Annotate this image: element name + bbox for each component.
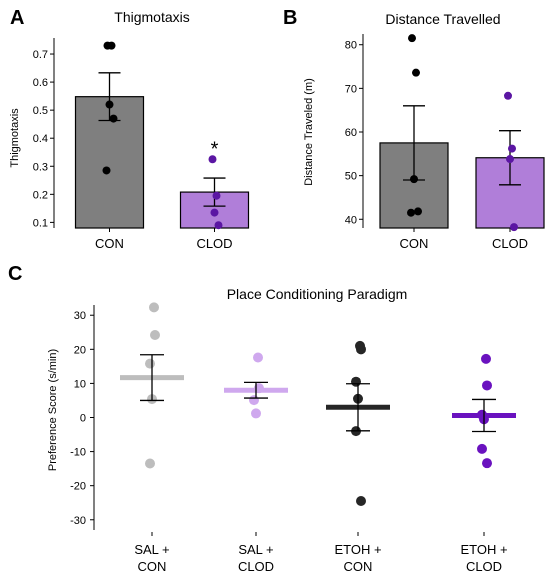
- panel-b-y-tick-label: 60: [345, 127, 357, 139]
- panel-b-data-point: [510, 223, 518, 232]
- panel-c-category-label-line2: CON: [344, 559, 373, 574]
- panel-c-category-label-line2: CLOD: [466, 559, 502, 574]
- panel-c-y-tick-label: 0: [80, 413, 86, 425]
- panel-c-data-point: [356, 496, 366, 507]
- panel-c-data-point: [477, 443, 487, 454]
- panel-b-y-tick-label: 40: [345, 214, 357, 226]
- panel-b-data-point: [408, 34, 416, 43]
- panel-a-y-tick-label: 0.7: [33, 49, 48, 61]
- panel-c-data-point: [356, 344, 366, 355]
- panel-b-y-axis-label: Distance Traveled (m): [303, 78, 315, 186]
- panel-c-category-label-line2: CLOD: [238, 559, 274, 574]
- panel-a-data-point: [212, 191, 221, 200]
- panel-a-data-point: [109, 114, 118, 123]
- panel-c-y-tick-label: -20: [70, 481, 86, 493]
- panel-c-y-tick-label: 30: [74, 310, 86, 322]
- panel-b-data-point: [508, 144, 516, 153]
- panel-b-data-point: [410, 175, 418, 184]
- panel-b-data-point: [506, 155, 514, 164]
- panel-b-distance-chart: B Distance Travelled Distance Traveled (…: [283, 7, 545, 251]
- panel-c-data-point: [481, 353, 491, 364]
- panel-a-y-tick-label: 0.2: [33, 189, 48, 201]
- panel-a-y-tick-label: 0.4: [33, 133, 48, 145]
- panel-a-title: Thigmotaxis: [114, 9, 189, 25]
- panel-c-category-label-line1: ETOH +: [460, 542, 507, 557]
- panel-a-thigmotaxis-chart: A Thigmotaxis Thigmotaxis 0.1 0.2 0.3 0.4 0.…: [9, 7, 250, 251]
- panel-c-y-tick-label: -10: [70, 447, 86, 459]
- panel-a-y-tick-label: 0.5: [33, 105, 48, 117]
- panel-c-y-tick-label: -30: [70, 515, 86, 527]
- panel-a-y-tick-label: 0.3: [33, 161, 48, 173]
- panel-b-category-label: CON: [400, 236, 429, 251]
- panel-a-data-point: [107, 41, 116, 50]
- panel-a-data-point: [210, 208, 219, 217]
- panel-c-place-conditioning-chart: C Place Conditioning Paradigm Preference…: [8, 263, 516, 574]
- panel-a-letter: A: [10, 7, 24, 29]
- panel-b-data-point: [412, 68, 420, 77]
- panel-a-category-label: CLOD: [196, 236, 232, 251]
- panel-c-data-point: [251, 408, 261, 419]
- panel-c-data-point: [482, 458, 492, 469]
- panel-c-category-label-line1: SAL +: [134, 542, 169, 557]
- panel-b-y-tick-label: 70: [345, 83, 357, 95]
- panel-c-y-tick-label: 10: [74, 378, 86, 390]
- panel-c-category-label-line1: ETOH +: [334, 542, 381, 557]
- panel-c-data-point: [253, 352, 263, 363]
- panel-c-category-label-line2: CON: [138, 559, 167, 574]
- panel-a-category-label: CON: [95, 236, 124, 251]
- panel-c-letter: C: [8, 263, 22, 285]
- panel-c-y-tick-label: 20: [74, 344, 86, 356]
- panel-c-y-axis-label: Preference Score (s/min): [47, 349, 59, 471]
- panel-c-data-point: [150, 330, 160, 340]
- panel-b-category-label: CLOD: [492, 236, 528, 251]
- panel-a-y-tick-label: 0.6: [33, 77, 48, 89]
- panel-a-data-point: [102, 166, 111, 175]
- panel-b-data-point: [414, 207, 422, 216]
- panel-c-data-point: [249, 395, 259, 406]
- panel-a-y-tick-label: 0.1: [33, 217, 48, 229]
- panel-b-title: Distance Travelled: [385, 11, 500, 27]
- panel-a-data-point: [208, 155, 217, 164]
- panel-c-data-point: [482, 380, 492, 391]
- panel-b-y-tick-label: 80: [345, 40, 357, 52]
- panel-a-y-axis-label: Thigmotaxis: [9, 108, 21, 168]
- panel-b-letter: B: [283, 7, 297, 29]
- panel-c-data-point: [145, 458, 155, 469]
- panel-b-y-tick-label: 50: [345, 171, 357, 183]
- panel-c-category-label-line1: SAL +: [238, 542, 273, 557]
- panel-a-data-point: [214, 221, 223, 230]
- panel-c-title: Place Conditioning Paradigm: [227, 286, 408, 302]
- panel-a-significance-marker: *: [211, 138, 219, 160]
- panel-b-data-point: [504, 91, 512, 100]
- panel-a-data-point: [105, 100, 114, 109]
- panel-c-data-point: [351, 376, 361, 387]
- panel-b-data-point: [407, 208, 415, 217]
- panel-c-data-point: [145, 358, 155, 369]
- panel-c-data-point: [149, 302, 159, 313]
